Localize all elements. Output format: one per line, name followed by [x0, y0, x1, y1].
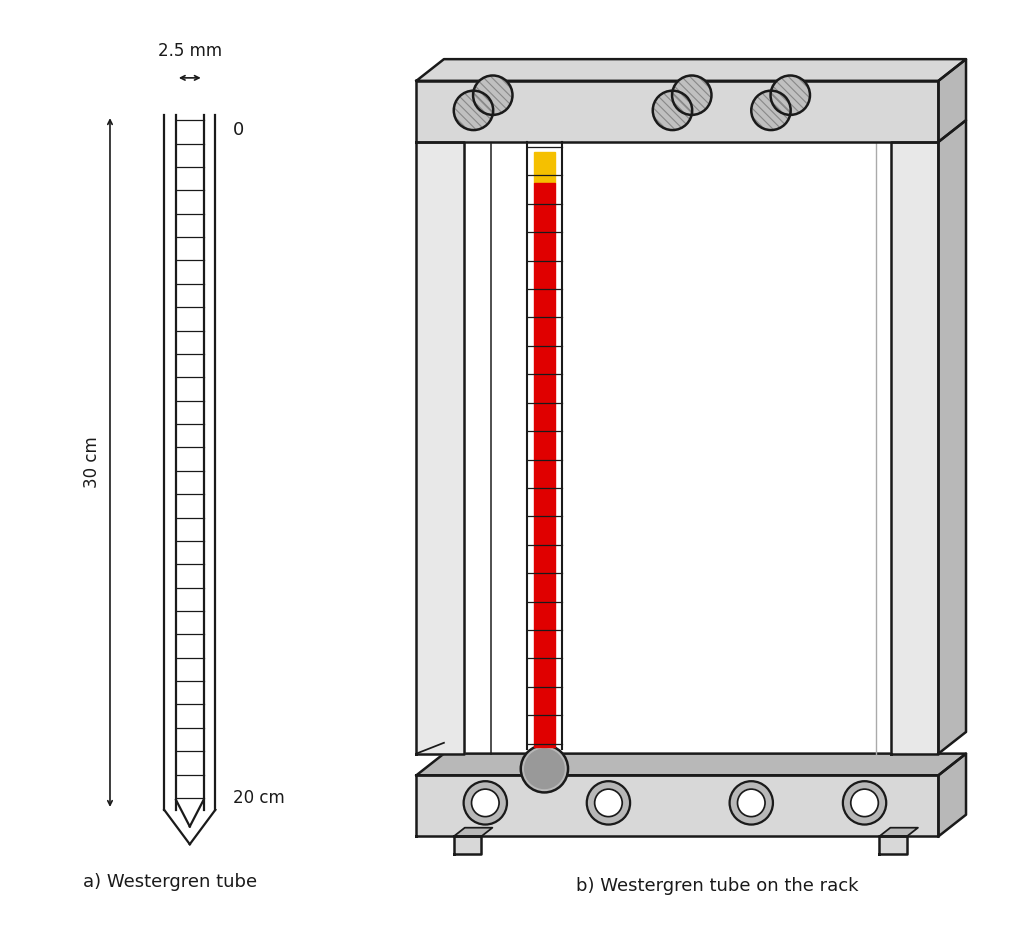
Circle shape — [464, 781, 507, 825]
Text: 2.5 mm: 2.5 mm — [158, 42, 222, 60]
Circle shape — [672, 75, 711, 115]
Circle shape — [521, 745, 568, 792]
Circle shape — [587, 781, 630, 825]
Text: b) Westergren tube on the rack: b) Westergren tube on the rack — [576, 877, 858, 895]
Circle shape — [737, 789, 765, 817]
Circle shape — [729, 781, 773, 825]
Polygon shape — [533, 183, 556, 747]
Polygon shape — [416, 142, 464, 753]
Polygon shape — [938, 753, 966, 836]
Polygon shape — [416, 60, 966, 81]
Circle shape — [850, 789, 879, 817]
Polygon shape — [416, 776, 938, 836]
Polygon shape — [533, 152, 556, 183]
Circle shape — [525, 749, 565, 789]
Circle shape — [771, 75, 810, 115]
Polygon shape — [453, 828, 493, 836]
Polygon shape — [416, 81, 938, 142]
Text: 20 cm: 20 cm — [233, 789, 285, 807]
Polygon shape — [938, 120, 966, 753]
Circle shape — [473, 75, 512, 115]
Polygon shape — [880, 836, 907, 854]
Circle shape — [595, 789, 622, 817]
Circle shape — [751, 91, 791, 130]
Polygon shape — [453, 836, 482, 854]
Polygon shape — [880, 828, 918, 836]
Polygon shape — [416, 753, 966, 776]
Text: a) Westergren tube: a) Westergren tube — [83, 872, 258, 891]
Circle shape — [843, 781, 886, 825]
Text: 0: 0 — [233, 121, 244, 140]
Circle shape — [652, 91, 692, 130]
Text: 30 cm: 30 cm — [83, 437, 101, 488]
Polygon shape — [938, 60, 966, 142]
Polygon shape — [891, 142, 938, 753]
Circle shape — [472, 789, 499, 817]
Circle shape — [453, 91, 493, 130]
